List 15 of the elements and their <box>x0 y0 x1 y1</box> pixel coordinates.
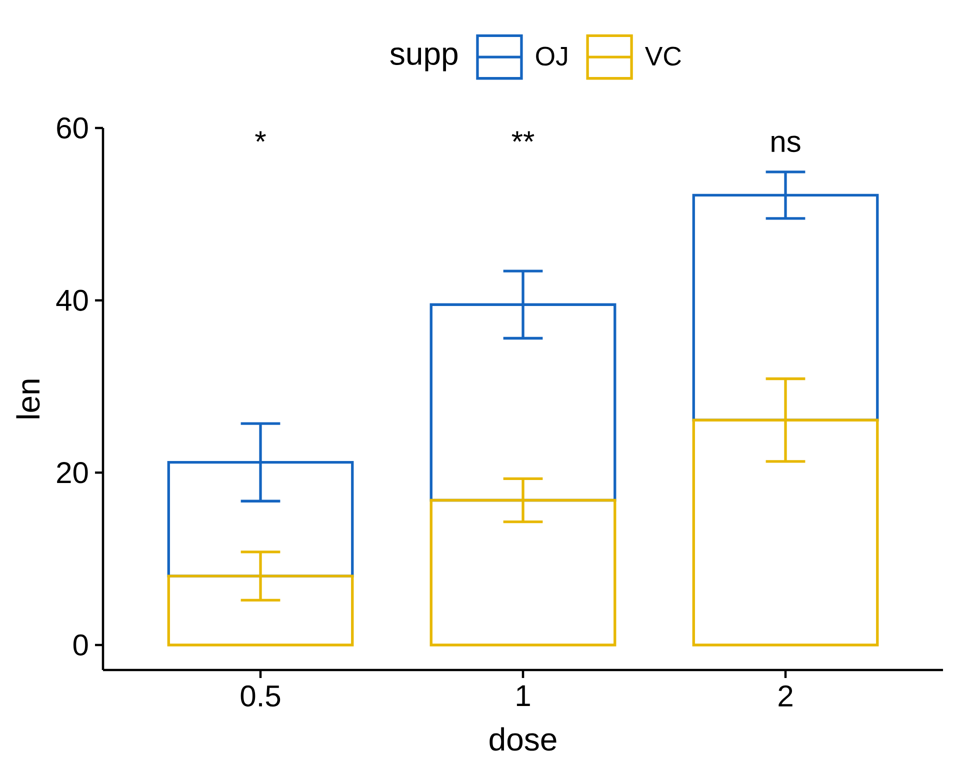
x-tick-label: 0.5 <box>240 685 280 707</box>
annotation: * <box>255 131 266 142</box>
y-tick-label: 40 <box>56 290 88 311</box>
x-axis-title: dose <box>490 727 556 751</box>
y-tick-label: 60 <box>57 117 88 139</box>
legend-label: VC <box>645 46 681 66</box>
annotation: ns <box>772 136 800 152</box>
y-axis-title: len <box>16 380 40 418</box>
x-tick-label: 1 <box>516 685 530 706</box>
y-tick-label: 0 <box>73 634 88 656</box>
annotation: ** <box>512 131 534 142</box>
y-tick-label: 20 <box>57 462 88 484</box>
legend-label: OJ <box>536 46 567 66</box>
x-tick-label: 2 <box>778 685 792 706</box>
legend-title: supp <box>390 47 458 72</box>
